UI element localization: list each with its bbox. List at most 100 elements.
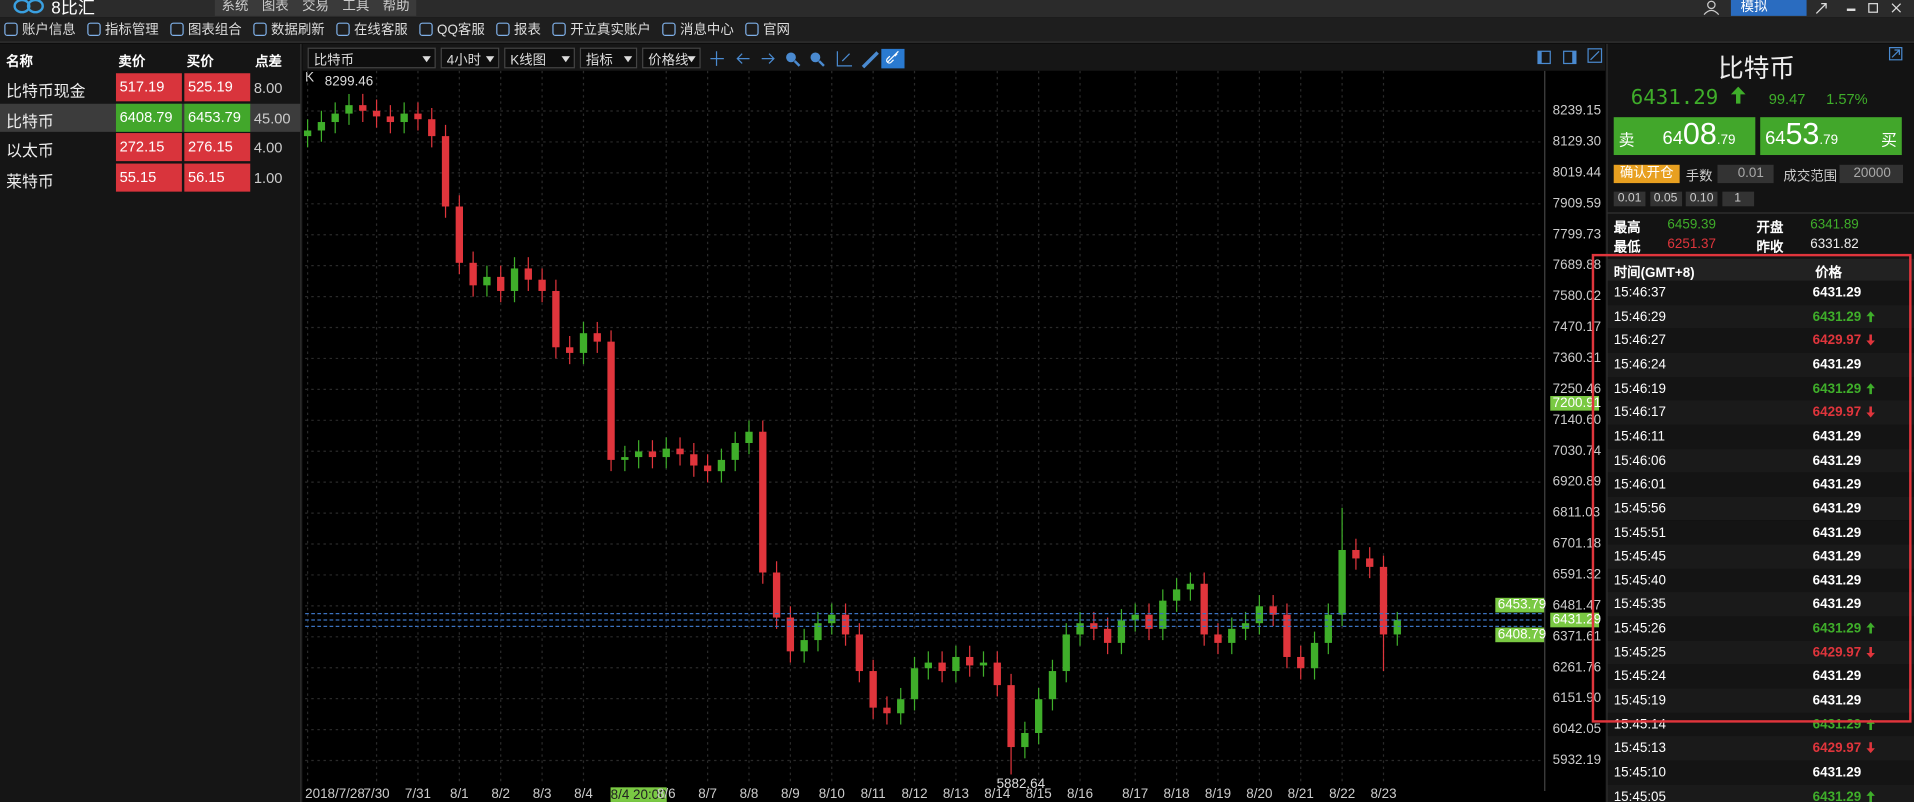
toolbar-item[interactable]: 账户信息	[4, 20, 76, 40]
tick-price: 6431.29	[1812, 693, 1862, 709]
toolbar-item[interactable]: QQ客服	[419, 20, 485, 40]
icon-shape	[170, 22, 184, 37]
tick-price: 6431.29	[1812, 357, 1862, 373]
menu-item[interactable]: 图表	[261, 0, 289, 14]
tick-time: 15:45:51	[1613, 525, 1666, 541]
toolbar-item[interactable]: 在线客服	[336, 20, 408, 40]
user-icon[interactable]	[1702, 0, 1724, 16]
dropdown[interactable]: 4小时	[440, 47, 500, 69]
tick-price: 6431.29	[1812, 381, 1862, 397]
price-head: 64	[1765, 128, 1786, 149]
toolbar-item[interactable]: 图表组合	[170, 20, 242, 40]
price-cell: 6408.79	[115, 103, 182, 132]
quick-lot[interactable]: 0.10	[1685, 191, 1718, 207]
toolbar-item[interactable]: 消息中心	[662, 20, 734, 40]
y-tick-label: 8239.15	[1553, 103, 1601, 118]
chart-tools[interactable]	[710, 48, 905, 69]
menu-item[interactable]: 系统	[221, 0, 249, 14]
x-tick-label: 8/13	[943, 786, 969, 801]
candle-body	[331, 113, 339, 123]
toolbar-item[interactable]: 报表	[496, 20, 541, 40]
quick-lot[interactable]: 1	[1721, 191, 1754, 207]
candle-body	[1131, 614, 1139, 621]
window-buttons[interactable]	[1814, 0, 1912, 16]
dropdown-text: K线图	[510, 53, 547, 69]
toolbar-item[interactable]: 数据刷新	[253, 20, 325, 40]
candle-body	[1366, 558, 1374, 567]
dropdown[interactable]: 价格线	[642, 47, 701, 69]
tick-time: 15:45:26	[1613, 621, 1666, 637]
tick-row: 15:45:35 6431.29	[1607, 592, 1914, 617]
tick-row: 15:45:05 6431.29	[1607, 784, 1914, 802]
candle-body	[690, 454, 698, 466]
candle-body	[1048, 671, 1057, 700]
ticks-header: 时间(GMT+8)	[1613, 266, 1695, 281]
quick-lot[interactable]: 0.05	[1649, 191, 1682, 207]
candle-body	[841, 614, 850, 635]
y-tick-label: 8019.44	[1553, 164, 1602, 179]
dropdown[interactable]: 指标	[579, 47, 638, 69]
quick-lot[interactable]: 0.01	[1613, 191, 1646, 207]
price-cell: 56.15	[184, 162, 251, 192]
tick-row: 15:45:25 6429.97	[1607, 640, 1914, 665]
y-tick-label: 7799.73	[1553, 226, 1601, 241]
toolbar-item[interactable]: 指标管理	[87, 20, 159, 40]
watch-row[interactable]: 莱特币 55.15 56.15 1.00	[0, 162, 300, 192]
account-mode[interactable]: 模拟	[1730, 0, 1807, 16]
panel-buttons[interactable]	[1536, 48, 1606, 68]
menubar: 8比汇 系统 图表 交易 工具 帮助 模拟	[0, 0, 1914, 17]
candle-body	[1200, 583, 1208, 635]
tick-price: 6431.29	[1812, 477, 1862, 493]
range-input[interactable]: 20000	[1839, 164, 1904, 184]
dropdown[interactable]: 比特币	[307, 47, 436, 69]
dropdown[interactable]: K线图	[504, 47, 575, 69]
y-tick-label: 8129.30	[1553, 133, 1601, 148]
toolbar-item[interactable]: 开立真实账户	[552, 20, 651, 40]
axis-border	[1544, 70, 1546, 791]
trade-label: 卖	[1618, 130, 1635, 149]
candle-body	[1186, 583, 1195, 590]
x-tick-label: 2018/7/28	[305, 786, 365, 801]
watch-row[interactable]: 比特币现金 517.19 525.19 8.00	[0, 73, 300, 102]
candle-body	[1103, 628, 1112, 643]
menu-item[interactable]: 工具	[342, 0, 370, 14]
tick-row: 15:45:10 6431.29	[1607, 760, 1914, 785]
x-tick-label: 8/18	[1164, 786, 1190, 801]
candle-body	[883, 707, 891, 714]
watch-row[interactable]: 比特币 6408.79 6453.79 45.00	[0, 103, 301, 132]
lots-label: 手数	[1685, 169, 1713, 185]
candle-body	[897, 699, 905, 714]
candle-body	[1283, 614, 1291, 657]
price-tail: .79	[1819, 133, 1839, 148]
buy-button[interactable]: 买 64 53.79	[1760, 117, 1902, 156]
arrow-shape	[1730, 86, 1746, 104]
price-big: 08	[1682, 117, 1717, 152]
watchlist: 名称 卖价 买价 点差 比特币现金 517.19 525.19 8.00 比特币 6408.79 6…	[0, 43, 302, 802]
y-tick-label: 6261.76	[1553, 659, 1601, 674]
caret-shape	[561, 56, 571, 63]
y-tick-label: 6151.90	[1553, 690, 1601, 705]
sell-button[interactable]: 卖 64 08.79	[1613, 117, 1756, 156]
x-tick-label: 8/7	[698, 786, 717, 801]
crosshair-label: 8/4 20:00	[611, 787, 667, 802]
expand-icon[interactable]	[1888, 46, 1903, 61]
tick-price: 6429.97	[1812, 645, 1862, 661]
menu-item[interactable]: 帮助	[382, 0, 410, 14]
menu-item[interactable]: 交易	[302, 0, 329, 14]
tick-price: 6431.29	[1812, 453, 1862, 469]
arrow-shape	[1866, 790, 1875, 802]
x-tick-label: 8/23	[1370, 786, 1396, 801]
symbol-title: 比特币	[1718, 54, 1795, 84]
toolbar-icon	[87, 22, 101, 37]
watch-row[interactable]: 以太币 272.15 276.15 4.00	[0, 133, 300, 162]
lots-input[interactable]: 0.01	[1717, 164, 1774, 184]
open-button[interactable]: 确认开仓	[1613, 164, 1680, 184]
candle-body	[731, 442, 739, 460]
toolbar-item[interactable]: 官网	[745, 20, 790, 40]
candle-body	[1379, 566, 1388, 635]
candle-body	[1338, 549, 1346, 615]
toolbar-label: 官网	[763, 23, 790, 38]
price-badge	[1495, 597, 1545, 613]
dropdown-caret	[485, 56, 495, 63]
price-cell: 525.19	[184, 73, 251, 102]
